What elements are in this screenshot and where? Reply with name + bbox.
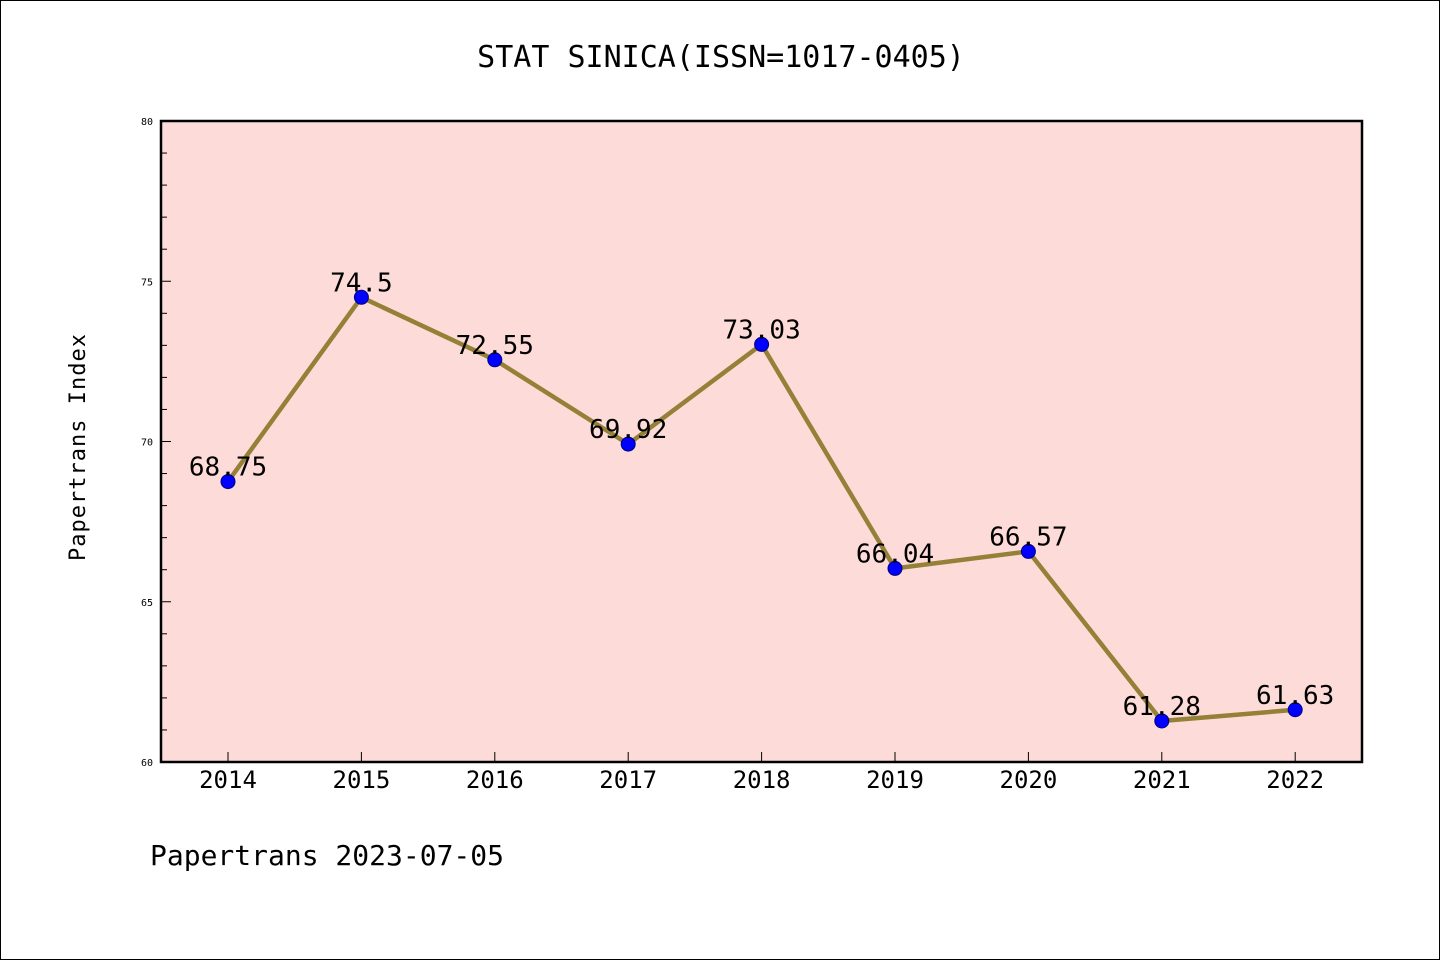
x-tick-label: 2019 bbox=[866, 766, 924, 794]
data-label: 74.5 bbox=[330, 268, 393, 298]
data-point bbox=[1287, 702, 1303, 718]
data-point bbox=[220, 474, 236, 490]
data-label: 69.92 bbox=[589, 415, 667, 445]
plot-border bbox=[159, 119, 1364, 764]
x-tick-label: 2018 bbox=[733, 766, 791, 794]
footer-text: Papertrans 2023-07-05 bbox=[150, 839, 504, 872]
data-point bbox=[620, 436, 636, 452]
data-point bbox=[754, 336, 770, 352]
x-tick-label: 2017 bbox=[599, 766, 657, 794]
y-tick-label: 60 bbox=[141, 758, 153, 769]
data-label: 73.03 bbox=[722, 315, 800, 345]
data-point bbox=[887, 560, 903, 576]
y-tick-label: 75 bbox=[141, 277, 153, 288]
x-tick-label: 2014 bbox=[199, 766, 257, 794]
data-point bbox=[1154, 713, 1170, 729]
chart-title: STAT SINICA(ISSN=1017-0405) bbox=[477, 40, 965, 75]
data-label: 68.75 bbox=[189, 453, 267, 483]
data-label: 61.28 bbox=[1123, 692, 1201, 722]
data-label: 66.57 bbox=[989, 522, 1067, 552]
data-label: 61.63 bbox=[1256, 681, 1334, 711]
y-tick-label: 70 bbox=[141, 438, 153, 449]
plot-area bbox=[161, 121, 1362, 762]
data-point bbox=[1020, 543, 1036, 559]
x-tick-label: 2020 bbox=[1000, 766, 1058, 794]
data-label: 72.55 bbox=[456, 331, 534, 361]
y-tick-label: 65 bbox=[141, 598, 153, 609]
data-labels: 68.75 74.5 72.55 69.92 73.03 66.04 66.57 61.28 6… bbox=[189, 268, 1334, 722]
data-point bbox=[353, 289, 369, 305]
x-tick-label: 2021 bbox=[1133, 766, 1191, 794]
y-tick-label: 80 bbox=[141, 117, 153, 128]
x-tick-label: 2022 bbox=[1266, 766, 1324, 794]
y-axis-label: Papertrans Index bbox=[66, 333, 91, 561]
markers bbox=[220, 289, 1303, 729]
x-axis: 2014 2015 2016 2017 2018 2019 2020 2021 2022 bbox=[199, 752, 1324, 794]
data-label: 66.04 bbox=[856, 539, 934, 569]
x-tick-label: 2015 bbox=[333, 766, 391, 794]
data-point bbox=[487, 352, 503, 368]
x-tick-label: 2016 bbox=[466, 766, 524, 794]
